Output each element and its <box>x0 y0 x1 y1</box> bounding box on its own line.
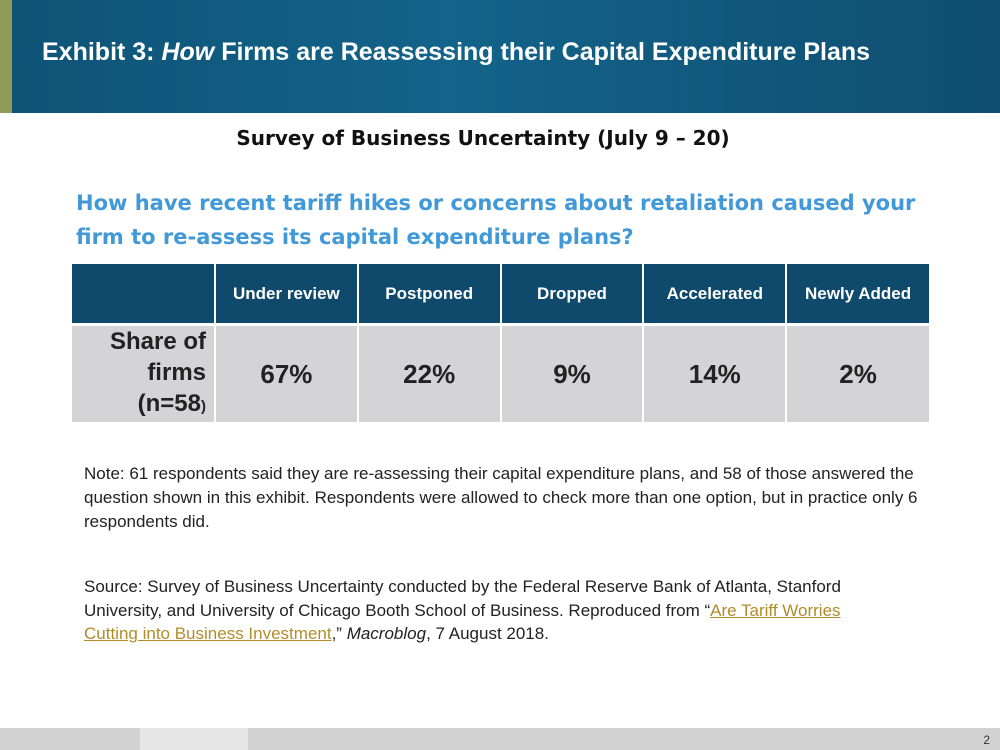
exhibit-title: Exhibit 3: How Firms are Reassessing the… <box>42 38 992 67</box>
row-label-line2: firms <box>147 359 206 386</box>
banner-accent-bar <box>0 0 12 113</box>
source-suffix: , 7 August 2018. <box>426 624 549 643</box>
source-mid: ,” <box>331 624 347 643</box>
source-publication: Macroblog <box>346 624 427 643</box>
row-label-share-of-firms: Share of firms (n=58) <box>72 324 216 422</box>
row-label-line3: (n=58 <box>137 390 201 417</box>
survey-subtitle: Survey of Business Uncertainty (July 9 –… <box>236 126 730 150</box>
results-table: Under review Postponed Dropped Accelerat… <box>72 264 929 422</box>
footer-bar: 2 <box>0 728 1000 750</box>
value-postponed: 22% <box>357 324 502 422</box>
exhibit-title-emphasis: How <box>161 38 215 66</box>
exhibit-title-prefix: Exhibit 3: <box>42 38 162 66</box>
column-header-postponed: Postponed <box>357 264 502 325</box>
row-label-line1: Share of <box>109 328 206 355</box>
value-dropped: 9% <box>500 324 645 422</box>
source-prefix: Source: Survey of Business Uncertainty c… <box>84 577 841 620</box>
column-header-dropped: Dropped <box>500 264 645 325</box>
source-text: Source: Survey of Business Uncertainty c… <box>84 575 844 646</box>
title-banner: Exhibit 3: How Firms are Reassessing the… <box>0 0 1000 113</box>
footer-highlight <box>140 728 248 750</box>
column-header-under-review: Under review <box>215 264 359 325</box>
note-text: Note: 61 respondents said they are re-as… <box>84 464 918 531</box>
table-row: Share of firms (n=58) 67% 22% 9% 14% 2% <box>72 324 929 422</box>
value-under-review: 67% <box>215 324 359 422</box>
table-header-blank <box>72 264 216 325</box>
survey-question: How have recent tariff hikes or concerns… <box>76 191 916 249</box>
table-header-row: Under review Postponed Dropped Accelerat… <box>72 264 929 325</box>
column-header-newly-added: Newly Added <box>786 264 929 325</box>
column-header-accelerated: Accelerated <box>643 264 788 325</box>
page-number: 2 <box>983 733 990 747</box>
value-newly-added: 2% <box>786 324 929 422</box>
exhibit-title-rest: Firms are Reassessing their Capital Expe… <box>214 38 871 66</box>
source-article-link[interactable]: Are Tariff Worries Cutting into Business… <box>84 600 841 644</box>
row-label-line3-tail: ) <box>201 398 206 415</box>
value-accelerated: 14% <box>643 324 788 422</box>
